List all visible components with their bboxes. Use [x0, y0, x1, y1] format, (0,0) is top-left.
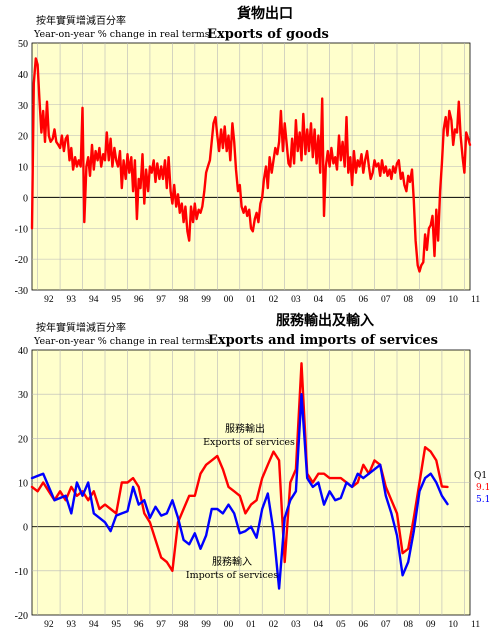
goods-x-tick-label: 04 — [314, 295, 324, 305]
goods-x-tick-label: 09 — [426, 295, 436, 305]
goods-y-tick-label: 10 — [18, 163, 28, 174]
services-y-tick-label: 40 — [18, 346, 28, 357]
services-x-tick-label: 02 — [269, 620, 279, 630]
services-y-tick-label: 30 — [18, 390, 28, 401]
exports-services-label-en: Exports of services — [203, 437, 295, 448]
services-x-tick-label: 06 — [359, 620, 369, 630]
services-chart: 40 30 20 10 0 -10 -20 92 93 94 95 96 97 98 99 00 01 02 03… — [15, 312, 491, 630]
services-x-tick-label: 01 — [246, 620, 256, 630]
goods-y-tick-label: -30 — [15, 286, 28, 297]
services-x-tick-label: 11 — [471, 620, 480, 630]
goods-x-tick-label: 05 — [336, 295, 346, 305]
services-x-tick-label: 08 — [403, 620, 413, 630]
goods-x-tick-label: 97 — [156, 295, 166, 305]
goods-x-tick-label: 93 — [67, 295, 77, 305]
goods-y-tick-label: -10 — [15, 224, 28, 235]
services-title: 服務輸出及輸入 — [276, 312, 374, 329]
services-x-tick-label: 04 — [314, 620, 324, 630]
goods-x-tick-label: 94 — [89, 295, 99, 305]
end-label-imports-value: 5.1 — [476, 495, 490, 505]
services-series-line-1 — [30, 393, 449, 590]
services-x-tick-label: 09 — [426, 620, 436, 630]
goods-y-tick-label: 50 — [18, 39, 28, 50]
services-x-tick-label: 95 — [111, 620, 121, 630]
goods-x-tick-label: 02 — [269, 295, 279, 305]
services-subtitle: Exports and imports of services — [208, 333, 438, 348]
exports-services-label-zh: 服務輸出 — [225, 422, 265, 435]
services-y-tick-label: 10 — [18, 479, 28, 490]
services-x-tick-label: 96 — [134, 620, 144, 630]
goods-x-tick-label: 08 — [403, 295, 413, 305]
goods-x-tick-label: 92 — [44, 295, 54, 305]
goods-series-line-0 — [30, 57, 472, 273]
goods-x-tick-label: 03 — [291, 295, 301, 305]
goods-y-ticks: 50 40 30 20 10 0 -10 -20 -30 — [15, 39, 28, 297]
goods-x-tick-label: 98 — [179, 295, 189, 305]
services-y-tick-label: 20 — [18, 434, 28, 445]
services-x-tick-label: 05 — [336, 620, 346, 630]
services-x-tick-label: 97 — [156, 620, 166, 630]
services-x-tick-label: 10 — [448, 620, 458, 630]
services-x-tick-label: 07 — [381, 620, 391, 630]
services-x-tick-label: 94 — [89, 620, 99, 630]
goods-chart: 50 40 30 20 10 0 -10 -20 -30 92 93 94 95 96 97 98 99 00 0… — [15, 5, 481, 305]
services-x-tick-label: 93 — [67, 620, 77, 630]
goods-y-tick-label: 0 — [23, 193, 28, 204]
end-label-quarter: Q1 — [474, 471, 487, 481]
services-y-tick-label: -10 — [15, 567, 28, 578]
goods-y-tick-label: 20 — [18, 132, 28, 143]
goods-y-tick-label: -20 — [15, 255, 28, 266]
goods-x-tick-label: 06 — [359, 295, 369, 305]
goods-series — [30, 57, 472, 273]
services-y-tick-label: 0 — [23, 523, 28, 534]
goods-subtitle: Exports of goods — [207, 27, 329, 42]
services-series — [30, 362, 449, 590]
end-label-exports-value: 9.1 — [476, 483, 490, 493]
goods-x-ticks: 92 93 94 95 96 97 98 99 00 01 02 03 04 05 06 07 08 09 10 11 — [44, 295, 480, 305]
goods-x-tick-label: 07 — [381, 295, 391, 305]
services-x-tick-label: 99 — [201, 620, 211, 630]
goods-ylabel-en: Year-on-year % change in real terms — [33, 29, 210, 40]
goods-title: 貨物出口 — [236, 5, 293, 22]
services-x-ticks: 92 93 94 95 96 97 98 99 00 01 02 03 04 05 06 07 08 09 10 11 — [44, 620, 480, 630]
services-y-ticks: 40 30 20 10 0 -10 -20 — [15, 346, 28, 622]
goods-x-tick-label: 11 — [471, 295, 480, 305]
goods-x-tick-label: 00 — [224, 295, 234, 305]
services-ylabel-zh: 按年實質增減百分率 — [36, 321, 126, 334]
goods-y-tick-label: 40 — [18, 70, 28, 81]
services-x-tick-label: 98 — [179, 620, 189, 630]
goods-x-tick-label: 95 — [111, 295, 121, 305]
goods-x-tick-label: 96 — [134, 295, 144, 305]
imports-services-label-zh: 服務輸入 — [212, 555, 252, 568]
goods-x-tick-label: 99 — [201, 295, 211, 305]
goods-ylabel-zh: 按年實質增減百分率 — [36, 14, 126, 27]
services-ylabel-en: Year-on-year % change in real terms — [33, 336, 210, 347]
services-y-tick-label: -20 — [15, 611, 28, 622]
imports-services-label-en: Imports of services — [186, 570, 278, 581]
goods-x-tick-label: 01 — [246, 295, 256, 305]
services-x-tick-label: 03 — [291, 620, 301, 630]
services-x-tick-label: 00 — [224, 620, 234, 630]
services-series-line-0 — [30, 362, 449, 572]
goods-x-tick-label: 10 — [448, 295, 458, 305]
goods-y-tick-label: 30 — [18, 101, 28, 112]
services-x-tick-label: 92 — [44, 620, 54, 630]
